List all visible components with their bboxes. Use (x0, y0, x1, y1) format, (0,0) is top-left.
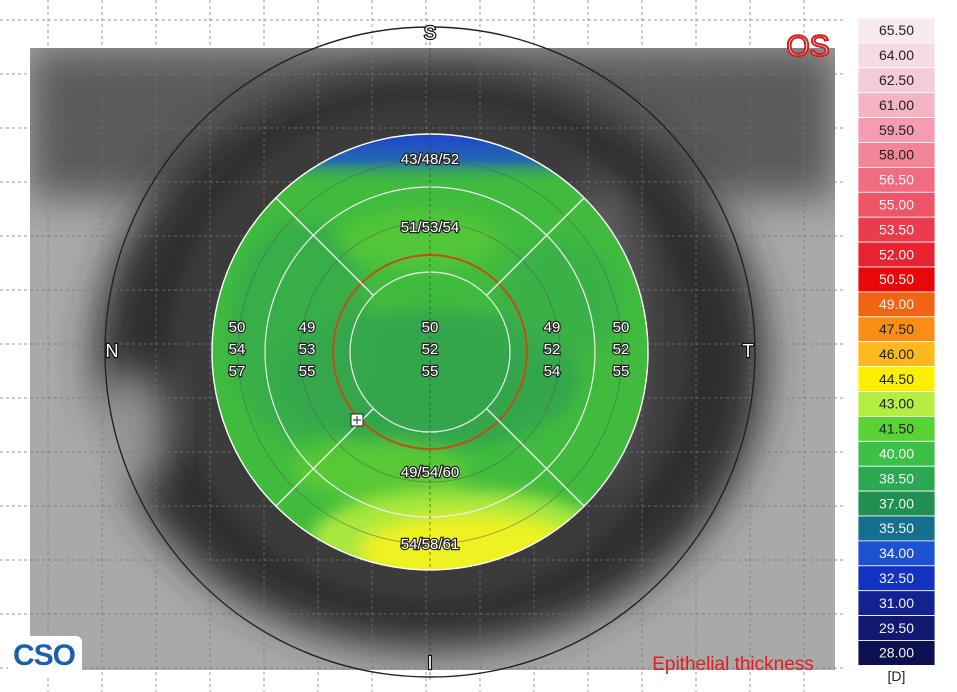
scale-label: 37.00 (879, 495, 914, 511)
scale-swatch (857, 266, 936, 293)
scale-swatch (857, 117, 936, 143)
scale-label: 50.50 (879, 271, 914, 287)
logo: CSO (8, 636, 82, 676)
zone-value: 55 (422, 363, 439, 380)
direction-label: I (427, 653, 432, 673)
scale-label: 49.00 (879, 296, 914, 312)
direction-label: N (106, 341, 119, 361)
zone-values: 43/48/52 51/53/54 49/54/60 54/58/61 50 54 57 49… (227, 150, 630, 554)
zone-value: 54 (544, 363, 561, 380)
scale-label: 32.50 (879, 570, 914, 586)
zone-value: 57 (229, 363, 246, 380)
zone-value: 50 (229, 319, 246, 336)
zone-value: 54 (229, 341, 246, 358)
color-scale: 65.50 64.00 62.50 61.00 59.50 58.00 56.50 55.00… (857, 17, 936, 684)
logo-text: CSO (13, 639, 76, 672)
zone-value: 49 (544, 319, 561, 336)
direction-label: S (424, 23, 436, 43)
zone-value: 49 (299, 319, 316, 336)
scale-swatch (857, 316, 936, 343)
zone-value: 53 (299, 341, 316, 358)
scale-swatch (857, 640, 936, 666)
scale-swatch (857, 191, 936, 218)
scale-label: 40.00 (879, 445, 914, 461)
zone-value: 50 (613, 319, 630, 336)
scale-swatch (857, 216, 936, 243)
center-marker (350, 413, 364, 427)
sector-value: 43/48/52 (401, 151, 459, 168)
scale-swatch (857, 142, 936, 168)
scale-label: 47.50 (879, 321, 914, 337)
map-title: Epithelial thickness (652, 654, 814, 675)
scale-label: 56.50 (879, 172, 914, 188)
sector-value: 51/53/54 (401, 219, 459, 236)
scale-label: 65.50 (879, 22, 914, 38)
scale-label: 55.00 (879, 196, 914, 212)
scale-swatch (857, 540, 936, 567)
zone-value: 52 (422, 341, 439, 358)
scale-swatch (857, 291, 936, 318)
scale-label: 46.00 (879, 346, 914, 362)
scale-label: 44.50 (879, 371, 914, 387)
direction-label: T (743, 341, 754, 361)
zone-value: 55 (299, 363, 316, 380)
scale-label: 52.00 (879, 246, 914, 262)
scale-label: 34.00 (879, 545, 914, 561)
scale-label: 29.50 (879, 620, 914, 636)
scale-swatch (857, 241, 936, 268)
zone-value: 55 (613, 363, 630, 380)
scale-swatch (857, 341, 936, 368)
scale-swatch (857, 565, 936, 592)
scale-swatch (857, 590, 936, 617)
scale-label: 35.50 (879, 520, 914, 536)
zone-value: 52 (544, 341, 561, 358)
scale-swatch (857, 465, 936, 492)
scale-unit: [D] (888, 668, 906, 684)
scale-label: 59.50 (879, 122, 914, 138)
scale-label: 31.00 (879, 595, 914, 611)
scale-label: 53.50 (879, 221, 914, 237)
scale-label: 62.50 (879, 72, 914, 88)
scale-swatch (857, 92, 936, 118)
scale-swatch (857, 166, 936, 193)
zone-value: 50 (422, 319, 439, 336)
scale-label: 41.50 (879, 421, 914, 437)
scale-swatch (857, 391, 936, 417)
scale-label: 61.00 (879, 97, 914, 113)
scale-swatch (857, 415, 936, 442)
sector-value: 54/58/61 (401, 536, 459, 553)
scale-label: 58.00 (879, 147, 914, 163)
scale-swatch (857, 490, 936, 517)
rings (104, 26, 756, 680)
scale-label: 28.00 (879, 645, 914, 661)
eye-label: OS (786, 30, 829, 63)
scale-label: 64.00 (879, 47, 914, 63)
scale-swatch (857, 67, 936, 94)
sector-value: 49/54/60 (401, 464, 459, 481)
zone-value: 52 (613, 341, 630, 358)
scale-label: 38.50 (879, 470, 914, 486)
scale-label: 43.00 (879, 396, 914, 412)
